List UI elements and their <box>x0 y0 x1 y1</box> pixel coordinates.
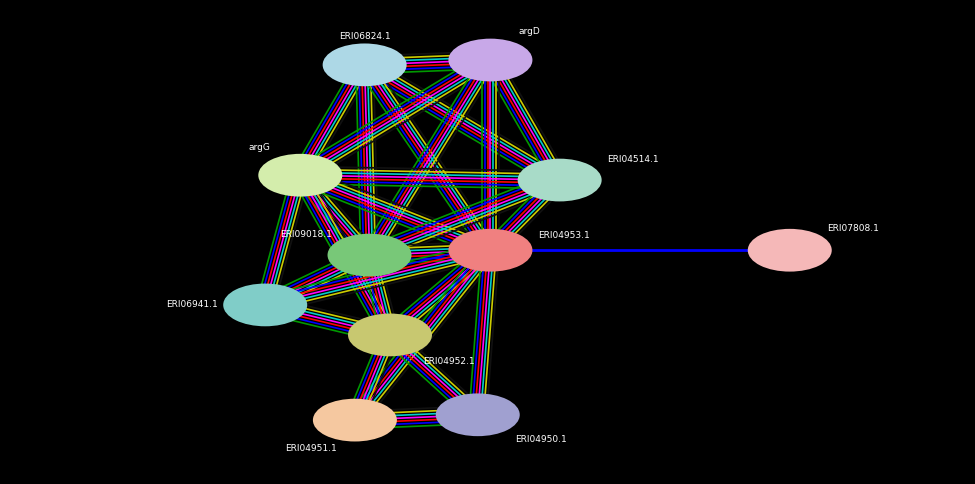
Circle shape <box>449 230 531 271</box>
Circle shape <box>749 230 831 271</box>
Circle shape <box>437 394 519 435</box>
Text: argG: argG <box>249 143 270 151</box>
Text: ERI06824.1: ERI06824.1 <box>339 32 390 41</box>
Text: ERI04950.1: ERI04950.1 <box>515 436 567 444</box>
Circle shape <box>449 40 531 80</box>
Text: ERI06941.1: ERI06941.1 <box>166 301 218 309</box>
Text: ERI09018.1: ERI09018.1 <box>280 230 332 239</box>
Text: ERI04953.1: ERI04953.1 <box>537 231 590 240</box>
Circle shape <box>324 45 406 85</box>
Circle shape <box>314 400 396 440</box>
Text: ERI04952.1: ERI04952.1 <box>423 357 474 366</box>
Circle shape <box>224 285 306 325</box>
Circle shape <box>349 315 431 355</box>
Circle shape <box>519 160 601 200</box>
Circle shape <box>259 155 341 196</box>
Text: ERI07808.1: ERI07808.1 <box>827 224 879 233</box>
Circle shape <box>329 235 410 275</box>
Text: argD: argD <box>519 28 540 36</box>
Text: ERI04514.1: ERI04514.1 <box>607 155 658 164</box>
Text: ERI04951.1: ERI04951.1 <box>285 444 337 453</box>
